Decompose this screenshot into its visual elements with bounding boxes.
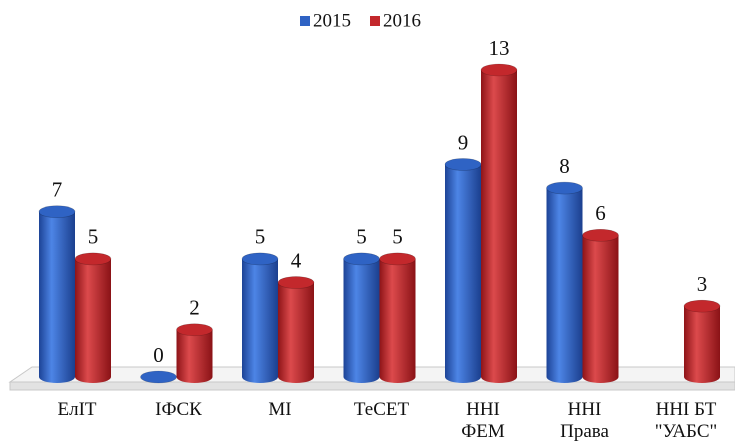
x-tick-label-line: ННІ БТ <box>656 399 717 420</box>
bar-body <box>176 329 213 383</box>
x-tick-label-line: ЕлІТ <box>57 399 96 420</box>
x-tick-label-line: "УАБС" <box>655 421 718 442</box>
data-label: 5 <box>392 225 403 249</box>
x-tick-label: ІФСК <box>155 399 202 420</box>
bar-body <box>582 235 619 383</box>
bar <box>683 299 721 383</box>
bar-body <box>445 164 481 383</box>
bar-top <box>480 63 518 77</box>
data-label: 7 <box>52 178 63 202</box>
legend-swatch <box>300 16 310 26</box>
bar <box>241 252 279 383</box>
bar-body <box>242 258 278 383</box>
bar-top <box>74 252 112 266</box>
bar <box>38 205 76 383</box>
bar-body <box>379 258 416 383</box>
data-label: 2 <box>189 296 200 320</box>
bar <box>546 181 583 383</box>
data-label: 5 <box>255 225 266 249</box>
x-tick-label: МІ <box>268 399 291 420</box>
bar-body <box>684 306 720 383</box>
bar <box>480 63 518 383</box>
bar <box>176 323 213 383</box>
bar-body <box>75 258 111 383</box>
bar-top <box>277 276 315 289</box>
x-tick-label: ТеСЕТ <box>354 399 410 420</box>
legend-swatch <box>370 16 380 26</box>
bar-top <box>444 158 482 171</box>
x-tick-label-line: ТеСЕТ <box>354 399 410 420</box>
x-tick-label-line: ІФСК <box>155 399 202 420</box>
x-tick-label: ННІ ФЕМ <box>461 399 505 442</box>
data-label: 13 <box>489 36 510 60</box>
bar <box>379 252 416 383</box>
legend-label: 2016 <box>383 10 421 31</box>
bar-body <box>546 188 583 383</box>
bar-top <box>343 252 380 266</box>
bar-top <box>176 323 213 337</box>
bar <box>582 229 619 383</box>
x-tick-label: ННІ БТ "УАБС" <box>655 399 718 442</box>
data-label: 8 <box>559 154 570 178</box>
x-tick-label-line: ННІ <box>568 399 602 420</box>
bar-top <box>582 229 619 242</box>
bar-top <box>241 252 279 266</box>
x-tick-label-line: ФЕМ <box>461 421 505 442</box>
x-tick-label-line: Права <box>560 421 609 442</box>
floor-front <box>9 381 735 391</box>
data-label: 0 <box>153 343 164 367</box>
data-label: 6 <box>595 201 606 225</box>
bar-body <box>343 258 380 383</box>
bar <box>74 252 112 383</box>
bar-body <box>39 211 75 383</box>
bar <box>140 370 177 384</box>
data-label: 4 <box>291 248 302 272</box>
data-label: 5 <box>88 225 99 249</box>
bar-top <box>546 181 583 195</box>
x-tick-label: ЕлІТ <box>57 399 96 420</box>
bar-top <box>140 370 177 384</box>
bar <box>343 252 380 383</box>
data-label: 9 <box>458 130 469 154</box>
bar-top <box>38 205 76 218</box>
x-tick-label: ННІ Права <box>560 399 609 442</box>
bar-top <box>379 252 416 266</box>
bar <box>444 158 482 383</box>
legend-label: 2015 <box>313 10 351 31</box>
bar <box>277 276 315 383</box>
bar-top <box>683 299 721 313</box>
bar-body <box>278 282 314 383</box>
data-label: 5 <box>356 225 367 249</box>
x-tick-label-line: МІ <box>268 399 291 420</box>
data-label: 3 <box>697 272 708 296</box>
bar-body <box>481 70 517 383</box>
legend: 2015 2016 <box>300 10 421 31</box>
x-tick-label-line: ННІ <box>466 399 500 420</box>
